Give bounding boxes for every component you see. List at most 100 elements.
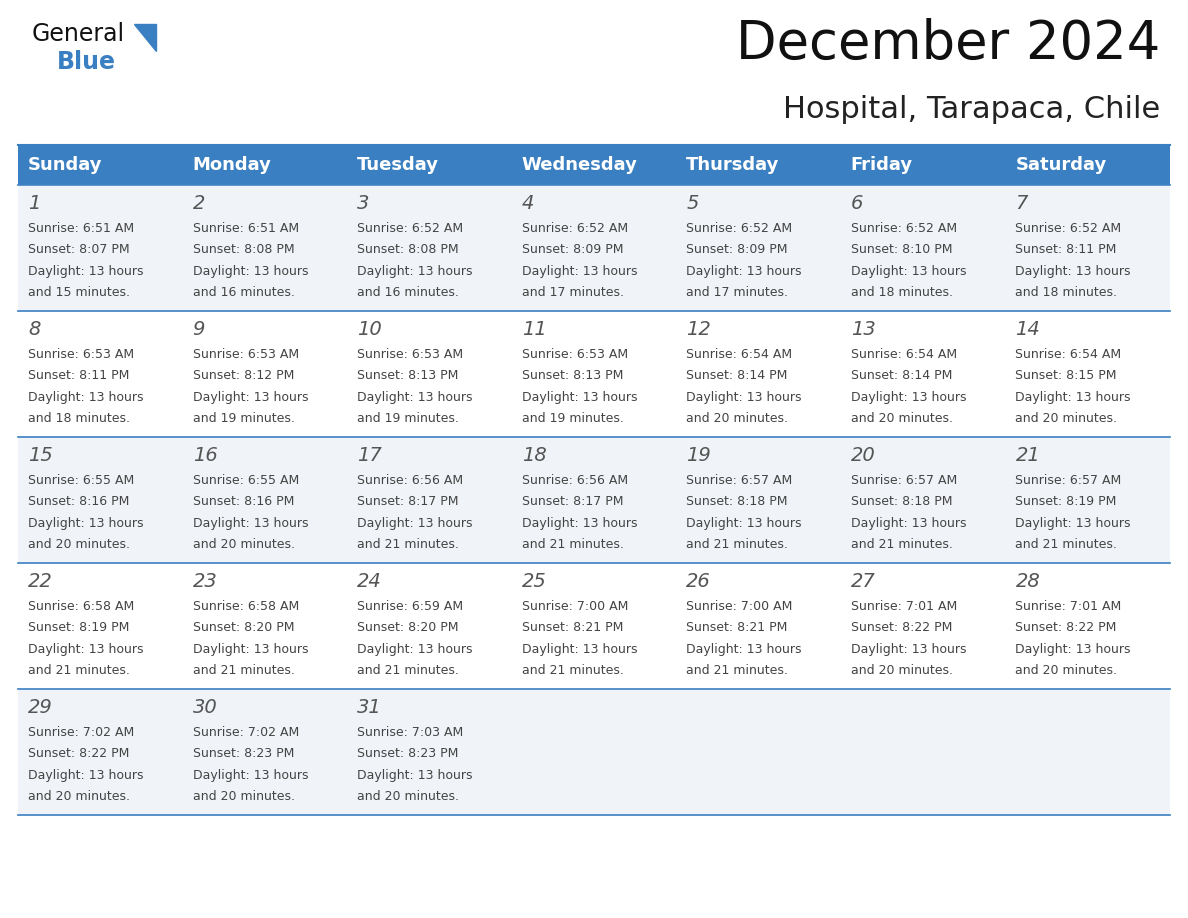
Text: Daylight: 13 hours: Daylight: 13 hours (192, 768, 308, 781)
Text: and 20 minutes.: and 20 minutes. (851, 664, 953, 677)
Bar (18, 145, 1170, 185)
Text: Daylight: 13 hours: Daylight: 13 hours (851, 643, 966, 655)
Text: Saturday: Saturday (1016, 156, 1107, 174)
Text: 28: 28 (1016, 572, 1041, 591)
Text: Daylight: 13 hours: Daylight: 13 hours (687, 517, 802, 530)
Text: 3: 3 (358, 194, 369, 213)
Text: 12: 12 (687, 320, 712, 339)
Polygon shape (134, 24, 156, 51)
Text: 7: 7 (1016, 194, 1028, 213)
Text: Sunset: 8:10 PM: Sunset: 8:10 PM (851, 243, 953, 256)
Text: Daylight: 13 hours: Daylight: 13 hours (1016, 517, 1131, 530)
Text: Daylight: 13 hours: Daylight: 13 hours (192, 643, 308, 655)
Text: 29: 29 (29, 698, 52, 717)
Text: Sunset: 8:09 PM: Sunset: 8:09 PM (687, 243, 788, 256)
Text: Sunset: 8:17 PM: Sunset: 8:17 PM (358, 495, 459, 508)
Text: 4: 4 (522, 194, 535, 213)
Text: Sunset: 8:20 PM: Sunset: 8:20 PM (358, 621, 459, 634)
Text: 5: 5 (687, 194, 699, 213)
Text: Daylight: 13 hours: Daylight: 13 hours (687, 264, 802, 277)
Text: Daylight: 13 hours: Daylight: 13 hours (358, 768, 473, 781)
Text: Sunrise: 6:53 AM: Sunrise: 6:53 AM (192, 348, 298, 361)
Text: Sunrise: 7:01 AM: Sunrise: 7:01 AM (1016, 599, 1121, 612)
Text: Sunrise: 6:54 AM: Sunrise: 6:54 AM (1016, 348, 1121, 361)
Text: 13: 13 (851, 320, 876, 339)
Text: Sunrise: 7:00 AM: Sunrise: 7:00 AM (522, 599, 628, 612)
Bar (18, 563, 1170, 689)
Text: Sunset: 8:07 PM: Sunset: 8:07 PM (29, 243, 129, 256)
Text: and 15 minutes.: and 15 minutes. (29, 286, 129, 299)
Text: Thursday: Thursday (687, 156, 779, 174)
Text: and 20 minutes.: and 20 minutes. (29, 538, 129, 551)
Text: and 21 minutes.: and 21 minutes. (192, 664, 295, 677)
Text: 19: 19 (687, 446, 712, 465)
Text: Daylight: 13 hours: Daylight: 13 hours (522, 517, 637, 530)
Text: Sunset: 8:13 PM: Sunset: 8:13 PM (358, 369, 459, 382)
Text: Sunset: 8:11 PM: Sunset: 8:11 PM (1016, 243, 1117, 256)
Text: Daylight: 13 hours: Daylight: 13 hours (1016, 390, 1131, 404)
Bar (18, 185, 1170, 311)
Text: Sunset: 8:18 PM: Sunset: 8:18 PM (687, 495, 788, 508)
Text: and 16 minutes.: and 16 minutes. (192, 286, 295, 299)
Text: December 2024: December 2024 (735, 18, 1159, 70)
Text: Sunset: 8:23 PM: Sunset: 8:23 PM (358, 747, 459, 760)
Text: Sunrise: 6:55 AM: Sunrise: 6:55 AM (29, 474, 134, 487)
Text: Monday: Monday (192, 156, 271, 174)
Text: Daylight: 13 hours: Daylight: 13 hours (522, 390, 637, 404)
Text: Sunrise: 7:01 AM: Sunrise: 7:01 AM (851, 599, 958, 612)
Text: Sunrise: 7:03 AM: Sunrise: 7:03 AM (358, 725, 463, 738)
Text: Sunset: 8:15 PM: Sunset: 8:15 PM (1016, 369, 1117, 382)
Text: 20: 20 (851, 446, 876, 465)
Text: Daylight: 13 hours: Daylight: 13 hours (29, 390, 144, 404)
Text: Sunset: 8:09 PM: Sunset: 8:09 PM (522, 243, 624, 256)
Text: 24: 24 (358, 572, 381, 591)
Text: Sunrise: 6:54 AM: Sunrise: 6:54 AM (687, 348, 792, 361)
Text: General: General (32, 22, 125, 46)
Text: and 21 minutes.: and 21 minutes. (851, 538, 953, 551)
Text: Sunset: 8:14 PM: Sunset: 8:14 PM (851, 369, 953, 382)
Text: 14: 14 (1016, 320, 1041, 339)
Text: Sunrise: 6:53 AM: Sunrise: 6:53 AM (358, 348, 463, 361)
Text: Sunset: 8:17 PM: Sunset: 8:17 PM (522, 495, 624, 508)
Text: Daylight: 13 hours: Daylight: 13 hours (687, 643, 802, 655)
Text: and 17 minutes.: and 17 minutes. (522, 286, 624, 299)
Text: and 18 minutes.: and 18 minutes. (29, 412, 129, 425)
Text: 27: 27 (851, 572, 876, 591)
Text: Sunset: 8:19 PM: Sunset: 8:19 PM (1016, 495, 1117, 508)
Text: 21: 21 (1016, 446, 1041, 465)
Text: and 19 minutes.: and 19 minutes. (358, 412, 459, 425)
Text: Sunset: 8:18 PM: Sunset: 8:18 PM (851, 495, 953, 508)
Text: Daylight: 13 hours: Daylight: 13 hours (29, 264, 144, 277)
Text: Sunrise: 6:58 AM: Sunrise: 6:58 AM (192, 599, 299, 612)
Text: Sunrise: 6:57 AM: Sunrise: 6:57 AM (1016, 474, 1121, 487)
Text: Daylight: 13 hours: Daylight: 13 hours (1016, 643, 1131, 655)
Text: Sunrise: 6:56 AM: Sunrise: 6:56 AM (522, 474, 627, 487)
Text: Daylight: 13 hours: Daylight: 13 hours (851, 517, 966, 530)
Text: Sunset: 8:23 PM: Sunset: 8:23 PM (192, 747, 293, 760)
Text: Daylight: 13 hours: Daylight: 13 hours (192, 264, 308, 277)
Text: Sunrise: 6:58 AM: Sunrise: 6:58 AM (29, 599, 134, 612)
Text: Sunset: 8:19 PM: Sunset: 8:19 PM (29, 621, 129, 634)
Text: Sunrise: 6:52 AM: Sunrise: 6:52 AM (522, 221, 627, 234)
Text: and 20 minutes.: and 20 minutes. (358, 790, 459, 803)
Text: Sunset: 8:22 PM: Sunset: 8:22 PM (1016, 621, 1117, 634)
Text: Daylight: 13 hours: Daylight: 13 hours (1016, 264, 1131, 277)
Text: 18: 18 (522, 446, 546, 465)
Text: Blue: Blue (57, 50, 116, 74)
Text: 30: 30 (192, 698, 217, 717)
Text: Daylight: 13 hours: Daylight: 13 hours (687, 390, 802, 404)
Text: Sunrise: 7:00 AM: Sunrise: 7:00 AM (687, 599, 792, 612)
Text: and 21 minutes.: and 21 minutes. (1016, 538, 1117, 551)
Text: Sunrise: 6:51 AM: Sunrise: 6:51 AM (29, 221, 134, 234)
Bar (18, 311, 1170, 437)
Text: 31: 31 (358, 698, 381, 717)
Text: Hospital, Tarapaca, Chile: Hospital, Tarapaca, Chile (783, 95, 1159, 124)
Text: Sunrise: 6:56 AM: Sunrise: 6:56 AM (358, 474, 463, 487)
Text: Sunset: 8:22 PM: Sunset: 8:22 PM (851, 621, 953, 634)
Text: 8: 8 (29, 320, 40, 339)
Text: and 20 minutes.: and 20 minutes. (687, 412, 789, 425)
Text: and 18 minutes.: and 18 minutes. (1016, 286, 1118, 299)
Text: Daylight: 13 hours: Daylight: 13 hours (358, 390, 473, 404)
Text: and 21 minutes.: and 21 minutes. (29, 664, 129, 677)
Text: Daylight: 13 hours: Daylight: 13 hours (851, 390, 966, 404)
